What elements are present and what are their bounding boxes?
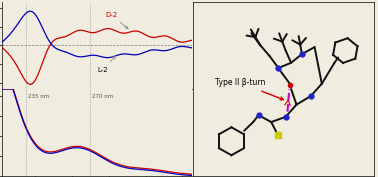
- Text: 235 nm: 235 nm: [28, 94, 49, 99]
- Text: Type II β-turn: Type II β-turn: [215, 78, 284, 100]
- Text: 270 nm: 270 nm: [92, 94, 113, 99]
- Text: D-2: D-2: [105, 12, 128, 29]
- Text: L-2: L-2: [98, 56, 115, 73]
